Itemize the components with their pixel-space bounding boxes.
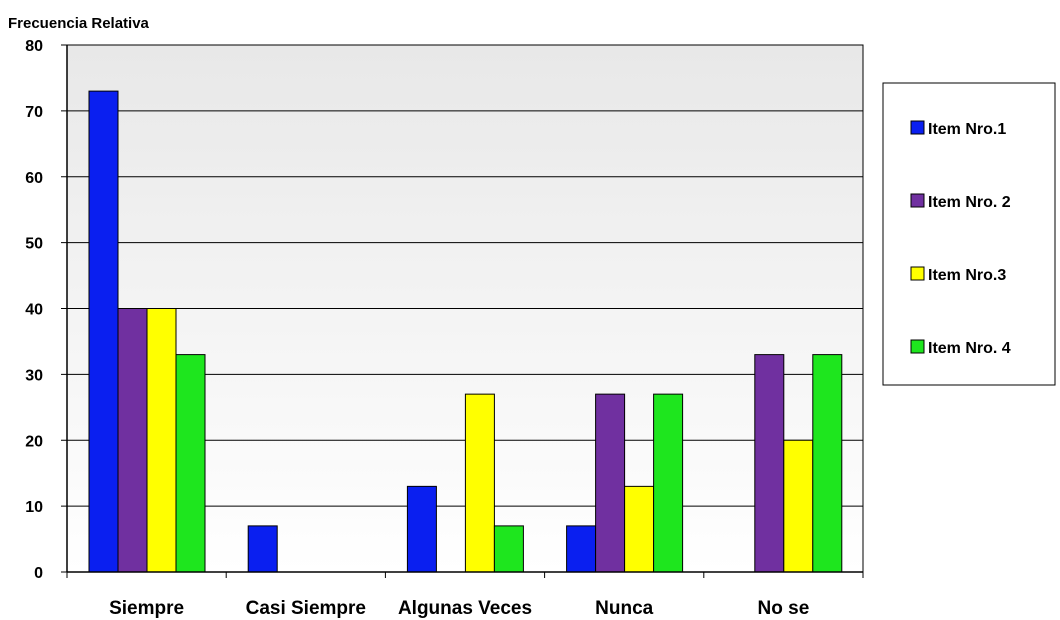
bar (595, 393, 626, 573)
legend-swatch (910, 266, 925, 281)
bar (247, 525, 278, 573)
y-tick-labels: 0 10 20 30 40 50 60 70 80 (25, 38, 43, 582)
y-axis-title: Frecuencia Relativa (8, 15, 150, 32)
y-tick-label: 50 (25, 236, 43, 253)
legend-label: Item Nro. 2 (928, 194, 1011, 211)
legend-swatch (910, 193, 925, 208)
legend-swatch (910, 339, 925, 354)
legend-label: Item Nro.3 (928, 267, 1006, 284)
bar (812, 354, 843, 573)
bar (783, 439, 814, 573)
bar (493, 525, 524, 573)
y-tick-label: 70 (25, 104, 43, 121)
y-tick-label: 40 (25, 302, 43, 319)
y-tick-label: 10 (25, 499, 43, 516)
x-tick-label: No se (758, 598, 810, 619)
x-tick-label: Algunas Veces (398, 598, 532, 619)
legend-label: Item Nro. 4 (928, 340, 1011, 357)
legend-label: Item Nro.1 (928, 121, 1006, 138)
legend-swatch (910, 120, 925, 135)
bar (653, 393, 684, 573)
bar (175, 354, 206, 573)
bars-group (88, 90, 843, 573)
bar (624, 485, 655, 573)
y-tick-label: 30 (25, 367, 43, 384)
bar (146, 308, 177, 573)
bar (406, 485, 437, 573)
x-tick-label: Siempre (109, 598, 184, 619)
y-tick-label: 80 (25, 38, 43, 55)
x-tick-label: Nunca (595, 598, 654, 619)
y-tick-label: 60 (25, 170, 43, 187)
bar (566, 525, 597, 573)
x-tick-labels: Siempre Casi Siempre Algunas Veces Nunca No … (109, 598, 809, 619)
bar (754, 354, 785, 573)
y-tick-label: 20 (25, 433, 43, 450)
axes-group (61, 44, 864, 578)
bar (88, 90, 119, 573)
bar (117, 308, 148, 573)
legend: Item Nro.1 Item Nro. 2 Item Nro.3 Item Nro.… (882, 82, 1056, 386)
x-tick-label: Casi Siempre (246, 598, 366, 619)
bar (464, 393, 495, 573)
y-tick-label: 0 (34, 565, 43, 582)
